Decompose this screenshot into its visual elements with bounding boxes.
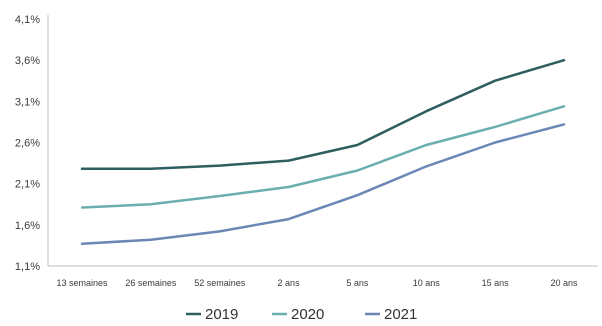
x-tick-label: 13 semaines bbox=[56, 278, 108, 288]
series-line-2021 bbox=[80, 123, 566, 246]
y-tick-label: 3,6% bbox=[15, 55, 40, 67]
x-tick-label: 52 semaines bbox=[194, 278, 246, 288]
legend-label-2020: 2020 bbox=[291, 306, 324, 323]
x-tick-label: 10 ans bbox=[413, 278, 441, 288]
y-tick-label: 1,1% bbox=[15, 261, 40, 273]
y-tick-label: 4,1% bbox=[15, 14, 40, 26]
y-tick-label: 2,6% bbox=[15, 138, 40, 150]
x-tick-label: 15 ans bbox=[482, 278, 510, 288]
y-tick-label: 1,6% bbox=[15, 220, 40, 232]
legend-label-2021: 2021 bbox=[384, 306, 417, 323]
series-line-2019 bbox=[80, 58, 566, 171]
x-tick-label: 5 ans bbox=[346, 278, 369, 288]
x-tick-label: 2 ans bbox=[278, 278, 301, 288]
y-tick-label: 3,1% bbox=[15, 96, 40, 108]
series-line-2020 bbox=[80, 105, 566, 209]
y-tick-label: 2,1% bbox=[15, 179, 40, 191]
x-tick-label: 26 semaines bbox=[125, 278, 177, 288]
x-tick-label: 20 ans bbox=[550, 278, 578, 288]
legend-label-2019: 2019 bbox=[205, 306, 238, 323]
